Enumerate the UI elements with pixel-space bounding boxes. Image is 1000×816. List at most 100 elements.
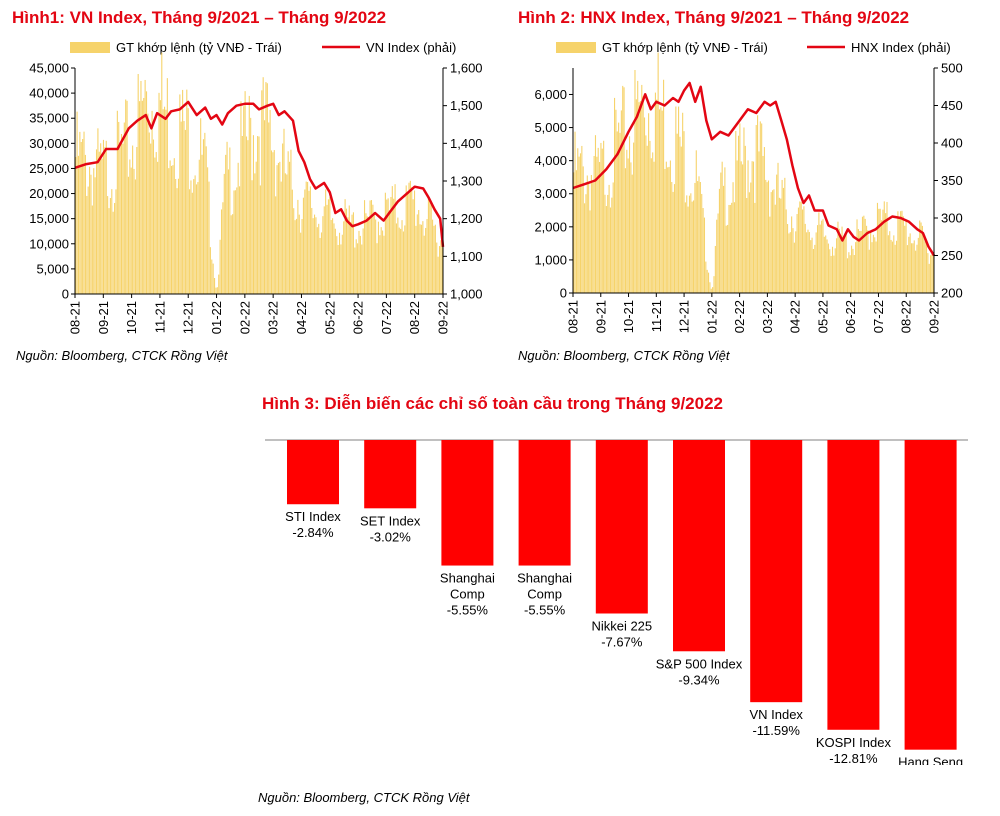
volume-bar <box>259 185 261 294</box>
index-bar <box>364 440 417 509</box>
volume-bar <box>375 219 377 294</box>
figure1-source: Nguồn: Bloomberg, CTCK Rồng Việt <box>16 348 228 363</box>
volume-bar <box>209 247 211 294</box>
volume-bar <box>671 181 673 293</box>
bar-value-label: -5.55% <box>524 603 566 618</box>
volume-bar <box>735 131 737 293</box>
volume-bar <box>315 217 317 294</box>
volume-bar <box>808 232 810 293</box>
volume-bar <box>390 196 392 294</box>
volume-bar <box>193 179 195 294</box>
volume-bar <box>759 121 761 293</box>
volume-bar <box>870 230 872 293</box>
volume-bar <box>913 240 915 293</box>
volume-bar <box>314 214 316 294</box>
volume-bar <box>265 82 267 294</box>
volume-bar <box>286 174 288 294</box>
volume-bar <box>900 211 902 293</box>
volume-bar <box>641 84 643 293</box>
volume-bar <box>581 145 583 293</box>
volume-bar <box>859 230 861 293</box>
volume-bar <box>663 79 665 293</box>
volume-bar <box>383 235 385 294</box>
volume-bar <box>326 204 328 294</box>
bar-value-label: -12.81% <box>829 751 878 765</box>
volume-bar <box>718 188 720 293</box>
volume-bar <box>714 245 716 293</box>
volume-bar <box>893 235 895 293</box>
volume-bar <box>239 186 241 294</box>
volume-bar <box>614 97 616 293</box>
volume-bar <box>740 161 742 293</box>
volume-bar <box>762 155 764 293</box>
volume-bar <box>795 231 797 293</box>
volume-bar <box>774 204 776 293</box>
bar-category-label: Comp <box>527 587 562 602</box>
volume-bar <box>388 210 391 294</box>
volume-bar <box>173 158 175 294</box>
volume-bar <box>596 156 598 293</box>
volume-bar <box>883 201 885 293</box>
volume-bar <box>716 219 718 293</box>
volume-bar <box>605 206 607 293</box>
volume-bar <box>733 202 735 293</box>
volume-bar <box>927 253 929 293</box>
volume-bar <box>307 181 309 294</box>
left-tick-label: 6,000 <box>534 87 567 102</box>
volume-bar <box>776 174 778 293</box>
volume-bar <box>924 240 926 293</box>
volume-bar <box>216 287 218 294</box>
volume-bar <box>650 158 652 293</box>
volume-bar <box>161 52 163 294</box>
index-bar <box>750 440 803 703</box>
volume-bar <box>83 131 85 294</box>
volume-bar <box>864 218 866 293</box>
volume-bar <box>370 200 373 294</box>
bar-category-label: Hang Seng <box>898 755 963 765</box>
volume-bar <box>101 158 103 294</box>
volume-bar <box>717 213 719 293</box>
volume-bar <box>607 194 609 293</box>
volume-bar <box>930 255 932 293</box>
volume-bar <box>262 77 264 294</box>
volume-bar <box>369 200 371 294</box>
volume-bar <box>754 202 756 293</box>
volume-bar <box>366 216 368 294</box>
volume-bar <box>119 142 121 294</box>
bar-category-label: Shanghai <box>517 571 572 586</box>
volume-bar <box>123 122 125 294</box>
volume-bar <box>345 208 348 294</box>
volume-bar <box>402 231 404 294</box>
bar-category-label: S&P 500 Index <box>656 656 743 671</box>
volume-bar <box>807 229 809 293</box>
x-tick-label: 09-22 <box>927 300 942 333</box>
volume-bar <box>257 136 259 294</box>
volume-bar <box>686 195 688 293</box>
volume-bar <box>796 214 798 293</box>
volume-bar <box>177 178 180 294</box>
volume-bar <box>344 199 346 294</box>
volume-bar <box>252 135 254 294</box>
volume-bar <box>297 199 299 294</box>
volume-bar <box>853 255 855 293</box>
volume-bar <box>323 206 325 294</box>
volume-bar <box>895 240 898 293</box>
volume-bar <box>415 225 417 294</box>
bar-category-label: STI Index <box>285 509 341 524</box>
volume-bar <box>422 221 424 294</box>
bar-category-label: Comp <box>450 587 485 602</box>
volume-bar <box>902 216 904 293</box>
volume-bar <box>705 261 707 293</box>
x-tick-label: 07-22 <box>379 301 394 334</box>
volume-bar <box>748 192 750 293</box>
volume-bar <box>205 146 207 294</box>
right-tick-label: 500 <box>941 61 963 76</box>
x-tick-label: 11-21 <box>649 300 664 332</box>
volume-bar <box>154 157 156 294</box>
bar-value-label: -5.55% <box>447 603 489 618</box>
volume-bar <box>108 208 110 294</box>
volume-bar <box>594 135 597 293</box>
x-tick-label: 03-22 <box>760 300 775 333</box>
volume-bar <box>441 243 443 294</box>
volume-bar <box>280 181 282 294</box>
